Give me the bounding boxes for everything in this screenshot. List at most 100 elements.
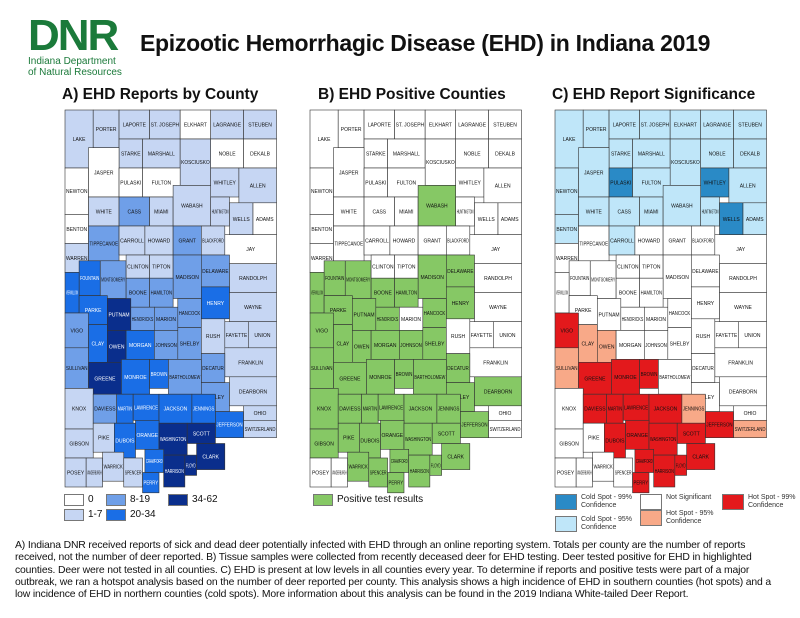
county-label: MARION <box>401 317 421 323</box>
county-label: POSEY <box>312 471 330 477</box>
county-label: OWEN <box>354 344 370 350</box>
county-label: SULLIVAN <box>311 366 333 372</box>
county-label: SHELBY <box>670 341 690 347</box>
county-label: PORTER <box>96 127 117 133</box>
county-grant <box>662 225 692 256</box>
county-knox <box>309 388 339 430</box>
county-label: ADAMS <box>746 217 764 223</box>
county-label: LAKE <box>318 137 331 143</box>
county-floyd <box>674 454 687 476</box>
county-label: DAVIESS <box>339 407 361 413</box>
county-label: CLAY <box>337 341 350 347</box>
county-label: SWITZERLAND <box>245 427 276 433</box>
county-label: VERMILLION <box>311 291 323 297</box>
county-label: MONTGOMERY <box>101 278 125 284</box>
county-label: CLARK <box>202 455 219 461</box>
county-label: NOBLE <box>709 152 727 158</box>
county-label: LAPORTE <box>123 123 147 129</box>
county-label: OWEN <box>599 344 615 350</box>
county-label: LAGRANGE <box>213 123 241 129</box>
county-label: PERRY <box>389 481 404 487</box>
logo-line-2: of Natural Resources <box>28 67 122 78</box>
map-a: LAKE PORTER LAPORTE ST. JOSEPH ELKHART LAGRAN… <box>64 109 277 494</box>
county-kosciusko <box>179 138 211 186</box>
county-label: FULTON <box>397 181 417 187</box>
county-wayne <box>719 292 767 323</box>
county-label: SULLIVAN <box>66 366 88 372</box>
legend-swatch <box>106 494 126 506</box>
map-b: LAKE PORTER LAPORTE ST. JOSEPH ELKHART LAGRAN… <box>309 109 522 494</box>
county-laporte <box>608 109 640 140</box>
county-label: OHIO <box>254 411 267 417</box>
county-label: POSEY <box>67 471 85 477</box>
county-label: ADAMS <box>501 217 519 223</box>
county-label: ALLEN <box>740 183 756 189</box>
legend-label: 0 <box>88 494 94 505</box>
county-label: RIPLEY <box>697 395 715 401</box>
county-label: MORGAN <box>619 343 642 349</box>
county-label: SPENCER <box>125 471 142 477</box>
county-label: DUBOIS <box>115 439 135 445</box>
county-marshall <box>632 138 671 169</box>
county-label: SWITZERLAND <box>490 427 521 433</box>
county-floyd <box>429 454 442 476</box>
county-label: WELLS <box>723 217 741 223</box>
county-label: STARKE <box>611 152 631 158</box>
county-label: WARRICK <box>594 465 614 471</box>
county-label: JEFFERSON <box>706 423 733 429</box>
county-label: LAGRANGE <box>458 123 486 129</box>
county-label: ORANGE <box>627 433 649 439</box>
county-label: BLACKFORD <box>447 239 469 245</box>
county-madison <box>662 254 692 299</box>
county-label: OHIO <box>499 411 512 417</box>
county-label: POSEY <box>557 471 575 477</box>
county-label: MADISON <box>666 275 690 281</box>
county-gibson <box>64 428 94 459</box>
county-label: CASS <box>373 210 387 216</box>
county-label: MARTIN <box>118 407 133 413</box>
county-label: JAY <box>736 247 745 253</box>
county-label: UNION <box>499 333 516 339</box>
county-label: TIPTON <box>397 265 416 271</box>
county-label: DAVIESS <box>94 407 116 413</box>
county-label: STARKE <box>121 152 141 158</box>
county-label: PULASKI <box>610 181 631 187</box>
county-label: JOHNSON <box>400 343 422 349</box>
county-label: HARRISON <box>655 469 674 475</box>
county-label: GRANT <box>668 239 686 245</box>
county-label: ALLEN <box>250 183 266 189</box>
county-label: WABASH <box>426 204 448 210</box>
county-label: HAMILTON <box>151 291 173 297</box>
county-label: JASPER <box>584 170 604 176</box>
county-marshall <box>142 138 181 169</box>
county-label: ST. JOSEPH <box>396 123 425 129</box>
county-label: PUTNAM <box>108 312 129 318</box>
county-label: ELKHART <box>429 123 452 129</box>
county-label: WHITE <box>586 210 603 216</box>
county-label: CLAY <box>92 341 105 347</box>
county-porter <box>92 109 120 149</box>
county-franklin <box>224 347 277 378</box>
county-label: BARTHOLOMEW <box>169 375 200 381</box>
county-label: UNION <box>744 333 761 339</box>
county-label: CLINTON <box>127 265 149 271</box>
map-b-title: B) EHD Positive Counties <box>318 86 506 103</box>
county-label: MIAMI <box>644 210 658 216</box>
county-label: BROWN <box>641 372 658 378</box>
county-label: STEUBEN <box>493 123 517 129</box>
county-label: JAY <box>246 247 255 253</box>
county-label: SPENCER <box>370 471 387 477</box>
county-union <box>737 321 767 349</box>
county-label: FOUNTAIN <box>570 276 589 282</box>
county-label: STEUBEN <box>738 123 762 129</box>
county-gibson <box>554 428 584 459</box>
county-label: PERRY <box>634 481 649 487</box>
county-label: ALLEN <box>495 183 511 189</box>
county-label: RUSH <box>206 334 221 340</box>
county-label: BENTON <box>556 227 577 233</box>
county-label: GIBSON <box>69 442 89 448</box>
county-label: GIBSON <box>314 442 334 448</box>
county-label: CARROLL <box>365 239 389 245</box>
